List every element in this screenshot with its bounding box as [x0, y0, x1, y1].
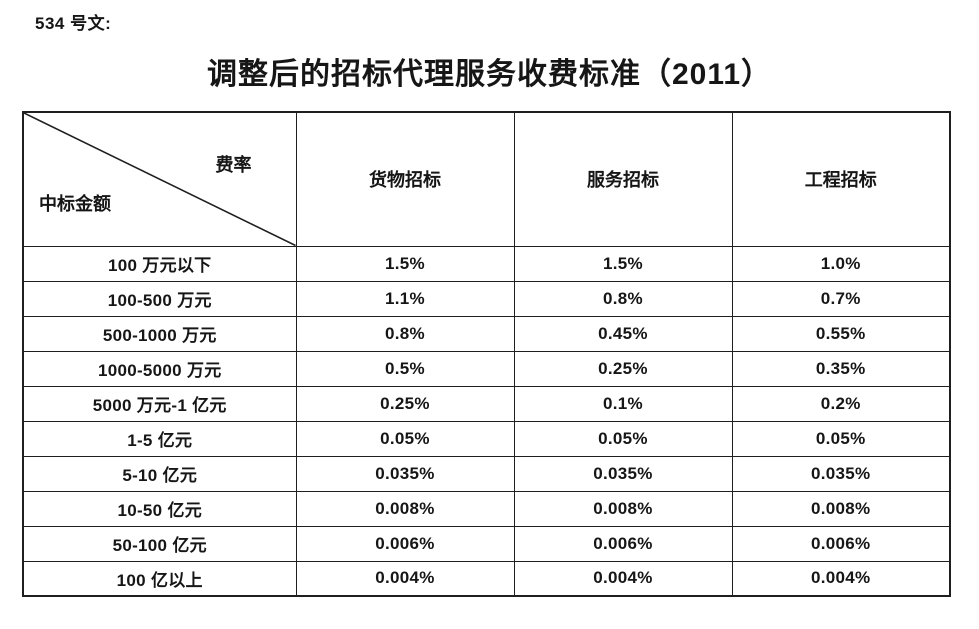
amount-cell: 1-5 亿元	[22, 420, 297, 457]
amount-cell: 50-100 亿元	[22, 525, 297, 562]
rate-cell: 0.05%	[513, 420, 733, 457]
table-row: 50-100 亿元 0.006% 0.006% 0.006%	[22, 525, 951, 562]
table-row: 1000-5000 万元 0.5% 0.25% 0.35%	[22, 350, 951, 387]
rate-cell: 0.5%	[295, 350, 515, 387]
rate-cell: 1.5%	[295, 245, 515, 282]
table-row: 1-5 亿元 0.05% 0.05% 0.05%	[22, 420, 951, 457]
table-row: 10-50 亿元 0.008% 0.008% 0.008%	[22, 490, 951, 527]
rate-cell: 1.0%	[731, 245, 951, 282]
rate-cell: 0.035%	[295, 455, 515, 492]
rate-cell: 0.7%	[731, 280, 951, 317]
table-row: 100-500 万元 1.1% 0.8% 0.7%	[22, 280, 951, 317]
rate-cell: 0.05%	[295, 420, 515, 457]
corner-header-cell: 费率 中标金额	[22, 111, 297, 247]
diagonal-divider-line	[24, 113, 296, 246]
page-title: 调整后的招标代理服务收费标准（2011）	[206, 58, 773, 91]
amount-cell: 10-50 亿元	[22, 490, 297, 527]
corner-label-amount: 中标金额	[39, 193, 111, 214]
rate-cell: 1.5%	[513, 245, 733, 282]
amount-cell: 500-1000 万元	[22, 315, 297, 352]
rate-cell: 0.004%	[731, 560, 951, 597]
column-header-goods: 货物招标	[295, 111, 515, 247]
rate-cell: 0.8%	[513, 280, 733, 317]
amount-cell: 100 万元以下	[22, 245, 297, 282]
rate-cell: 0.006%	[513, 525, 733, 562]
table-row: 500-1000 万元 0.8% 0.45% 0.55%	[22, 315, 951, 352]
table-row: 5-10 亿元 0.035% 0.035% 0.035%	[22, 455, 951, 492]
rate-cell: 0.45%	[513, 315, 733, 352]
rate-cell: 0.2%	[731, 385, 951, 422]
table-row: 100 万元以下 1.5% 1.5% 1.0%	[22, 245, 951, 282]
rate-cell: 0.004%	[295, 560, 515, 597]
rate-cell: 0.006%	[731, 525, 951, 562]
rate-cell: 0.55%	[731, 315, 951, 352]
header-row: 费率 中标金额 货物招标 服务招标 工程招标	[22, 111, 951, 247]
amount-cell: 1000-5000 万元	[22, 350, 297, 387]
column-header-services: 服务招标	[513, 111, 733, 247]
rate-cell: 0.25%	[295, 385, 515, 422]
table-row: 5000 万元-1 亿元 0.25% 0.1% 0.2%	[22, 385, 951, 422]
rate-cell: 0.05%	[731, 420, 951, 457]
rate-cell: 1.1%	[295, 280, 515, 317]
rate-cell: 0.1%	[513, 385, 733, 422]
rate-cell: 0.006%	[295, 525, 515, 562]
amount-cell: 100 亿以上	[22, 560, 297, 597]
rate-cell: 0.008%	[295, 490, 515, 527]
corner-label-rate: 费率	[215, 155, 252, 175]
rate-cell: 0.25%	[513, 350, 733, 387]
amount-cell: 100-500 万元	[22, 280, 297, 317]
amount-cell: 5-10 亿元	[22, 455, 297, 492]
rate-cell: 0.035%	[513, 455, 733, 492]
rate-cell: 0.004%	[513, 560, 733, 597]
rate-cell: 0.008%	[513, 490, 733, 527]
amount-cell: 5000 万元-1 亿元	[22, 385, 297, 422]
rate-cell: 0.008%	[731, 490, 951, 527]
rate-cell: 0.035%	[731, 455, 951, 492]
fee-rate-table: 费率 中标金额 货物招标 服务招标 工程招标 100 万元以下 1.5% 1.5% 1…	[22, 111, 951, 597]
rate-cell: 0.35%	[731, 350, 951, 387]
rate-cell: 0.8%	[295, 315, 515, 352]
document-number-label: 534 号文:	[35, 14, 112, 33]
table-row: 100 亿以上 0.004% 0.004% 0.004%	[22, 560, 951, 597]
column-header-engineering: 工程招标	[731, 111, 951, 247]
